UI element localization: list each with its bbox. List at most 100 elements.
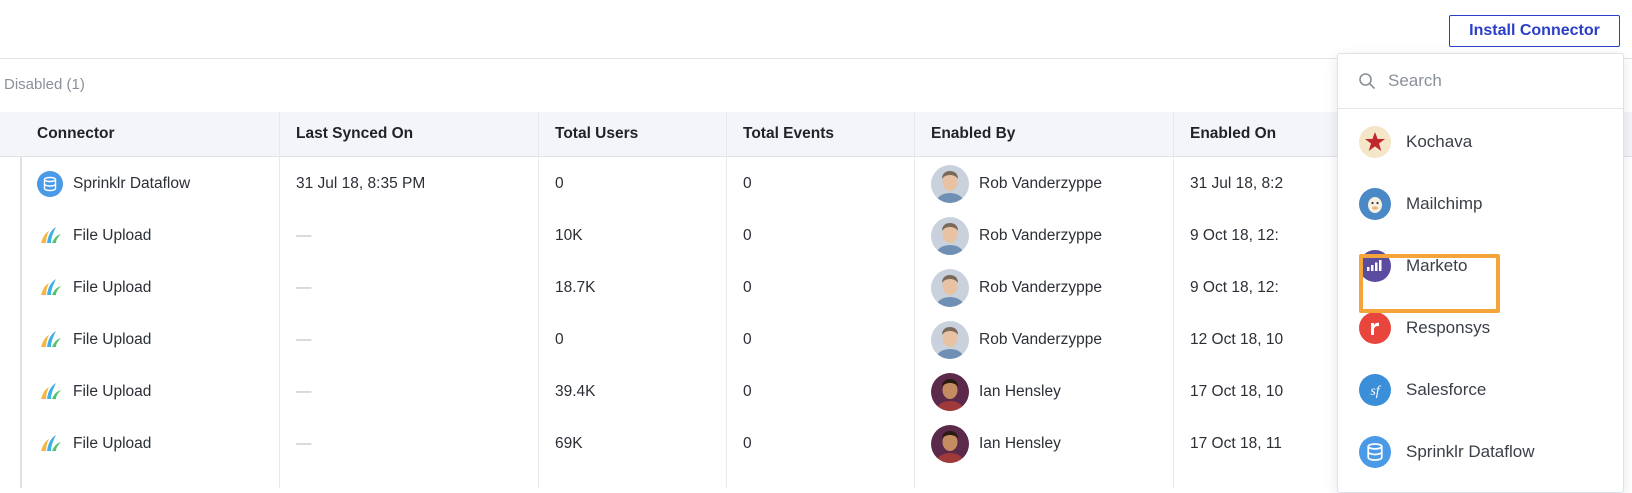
cell-enabled-by: Rob Vanderzyppe — [914, 313, 1173, 367]
cell-last-synced-text: — — [296, 331, 312, 348]
file-upload-icon — [37, 223, 63, 249]
cell-enabled-by-text: Rob Vanderzyppe — [979, 331, 1102, 348]
column-header-total-users[interactable]: Total Users — [555, 125, 639, 142]
cell-total-users: 69K — [538, 417, 726, 471]
top-bar: Install Connector — [0, 0, 1632, 59]
cell-enabled-by: Ian Hensley — [914, 365, 1173, 419]
cell-enabled-by: Rob Vanderzyppe — [914, 261, 1173, 315]
cell-total-users-text: 69K — [555, 435, 583, 452]
cell-enabled-by-text: Rob Vanderzyppe — [979, 227, 1102, 244]
dropdown-item-responsys[interactable]: Responsys — [1338, 299, 1623, 357]
cell-total-users: 10K — [538, 209, 726, 263]
file-upload-icon — [37, 275, 63, 301]
cell-last-synced: — — [279, 417, 538, 471]
avatar — [931, 425, 969, 463]
cell-total-events-text: 0 — [743, 383, 752, 400]
file-upload-icon — [37, 431, 63, 457]
column-header-enabled-on[interactable]: Enabled On — [1190, 125, 1277, 142]
cell-connector: File Upload — [20, 261, 279, 315]
cell-enabled-on: 9 Oct 18, 12: — [1173, 261, 1373, 315]
table-row[interactable]: File Upload — 0 0 Rob Vanderzyppe 12 Oct 18, … — [0, 313, 1632, 367]
search-icon — [1359, 73, 1375, 89]
column-divider — [279, 112, 280, 488]
cell-last-synced: 31 Jul 18, 8:35 PM — [279, 157, 538, 211]
cell-connector: File Upload — [20, 417, 279, 471]
cell-total-users-text: 39.4K — [555, 383, 596, 400]
dropdown-item-label: Mailchimp — [1406, 194, 1483, 213]
cell-last-synced-text: — — [296, 279, 312, 296]
cell-connector-text: File Upload — [73, 227, 152, 244]
dropdown-item-sprinklr-dataflow[interactable]: Sprinklr Dataflow — [1338, 423, 1623, 481]
dropdown-item-salesforce[interactable]: sf Salesforce — [1338, 361, 1623, 419]
svg-text:sf: sf — [1370, 384, 1381, 399]
kochava-icon — [1359, 126, 1391, 158]
cell-last-synced: — — [279, 365, 538, 419]
cell-total-events-text: 0 — [743, 331, 752, 348]
column-header-enabled-by[interactable]: Enabled By — [931, 125, 1016, 142]
dropdown-item-label: Kochava — [1406, 132, 1473, 151]
cell-last-synced-text: — — [296, 383, 312, 400]
cell-connector-text: Sprinklr Dataflow — [73, 175, 191, 192]
dropdown-item-kochava[interactable]: Kochava — [1338, 113, 1623, 171]
cell-total-events: 0 — [726, 209, 914, 263]
cell-connector: Sprinklr Dataflow — [20, 157, 279, 211]
cell-total-events: 0 — [726, 313, 914, 367]
avatar — [931, 217, 969, 255]
cell-enabled-on-text: 31 Jul 18, 8:2 — [1190, 175, 1284, 192]
database-icon — [37, 171, 63, 197]
cell-total-events-text: 0 — [743, 227, 752, 244]
avatar — [931, 269, 969, 307]
table-row[interactable]: Sprinklr Dataflow 31 Jul 18, 8:35 PM 0 0 Rob… — [0, 157, 1632, 211]
cell-last-synced: — — [279, 261, 538, 315]
column-header-total-events[interactable]: Total Events — [743, 125, 835, 142]
cell-enabled-by: Ian Hensley — [914, 417, 1173, 471]
dropdown-item-marketo[interactable]: Marketo — [1338, 237, 1623, 295]
responsys-icon — [1359, 312, 1391, 344]
cell-total-events: 0 — [726, 157, 914, 211]
cell-total-events: 0 — [726, 417, 914, 471]
cell-enabled-on: 17 Oct 18, 11 — [1173, 417, 1373, 471]
table-row[interactable]: File Upload — 18.7K 0 Rob Vanderzyppe 9 Oct 1… — [0, 261, 1632, 315]
cell-total-events-text: 0 — [743, 279, 752, 296]
dropdown-item-label: Responsys — [1406, 318, 1491, 337]
table-row[interactable]: File Upload — 69K 0 Ian Hensley 17 Oct 18, 11 — [0, 417, 1632, 471]
cell-total-events-text: 0 — [743, 435, 752, 452]
mailchimp-icon — [1359, 188, 1391, 220]
table-left-border — [20, 112, 22, 488]
cell-enabled-by-text: Rob Vanderzyppe — [979, 279, 1102, 296]
cell-enabled-on: 17 Oct 18, 10 — [1173, 365, 1373, 419]
cell-enabled-on: 9 Oct 18, 12: — [1173, 209, 1373, 263]
avatar — [931, 165, 969, 203]
dropdown-item-mailchimp[interactable]: Mailchimp — [1338, 175, 1623, 233]
table-row[interactable]: File Upload — 10K 0 Rob Vanderzyppe 9 Oct 18,… — [0, 209, 1632, 263]
salesforce-icon: sf — [1359, 374, 1391, 406]
cell-total-users: 0 — [538, 313, 726, 367]
table-row[interactable]: File Upload — 39.4K 0 Ian Hensley 17 Oct 18, … — [0, 365, 1632, 419]
cell-total-users-text: 0 — [555, 331, 564, 348]
cell-enabled-on-text: 12 Oct 18, 10 — [1190, 331, 1284, 348]
cell-last-synced: — — [279, 313, 538, 367]
tab-disabled[interactable]: Disabled (1) — [4, 76, 85, 93]
cell-connector: File Upload — [20, 209, 279, 263]
dropdown-search — [1338, 54, 1623, 109]
cell-total-users-text: 0 — [555, 175, 564, 192]
cell-total-users: 39.4K — [538, 365, 726, 419]
cell-total-users-text: 10K — [555, 227, 583, 244]
file-upload-icon — [37, 379, 63, 405]
cell-total-users: 18.7K — [538, 261, 726, 315]
column-header-last-synced[interactable]: Last Synced On — [296, 125, 414, 142]
search-input[interactable] — [1386, 70, 1610, 92]
cell-total-users: 0 — [538, 157, 726, 211]
cell-total-events: 0 — [726, 261, 914, 315]
cell-connector-text: File Upload — [73, 383, 152, 400]
cell-enabled-on-text: 17 Oct 18, 10 — [1190, 383, 1284, 400]
cell-enabled-by: Rob Vanderzyppe — [914, 209, 1173, 263]
cell-last-synced-text: — — [296, 435, 312, 452]
cell-last-synced-text: — — [296, 227, 312, 244]
dropdown-item-label: Marketo — [1406, 256, 1468, 275]
cell-total-users-text: 18.7K — [555, 279, 596, 296]
cell-enabled-by-text: Ian Hensley — [979, 435, 1061, 452]
column-header-connector[interactable]: Connector — [37, 125, 115, 142]
install-connector-button[interactable]: Install Connector — [1449, 15, 1620, 47]
cell-enabled-by-text: Ian Hensley — [979, 383, 1061, 400]
